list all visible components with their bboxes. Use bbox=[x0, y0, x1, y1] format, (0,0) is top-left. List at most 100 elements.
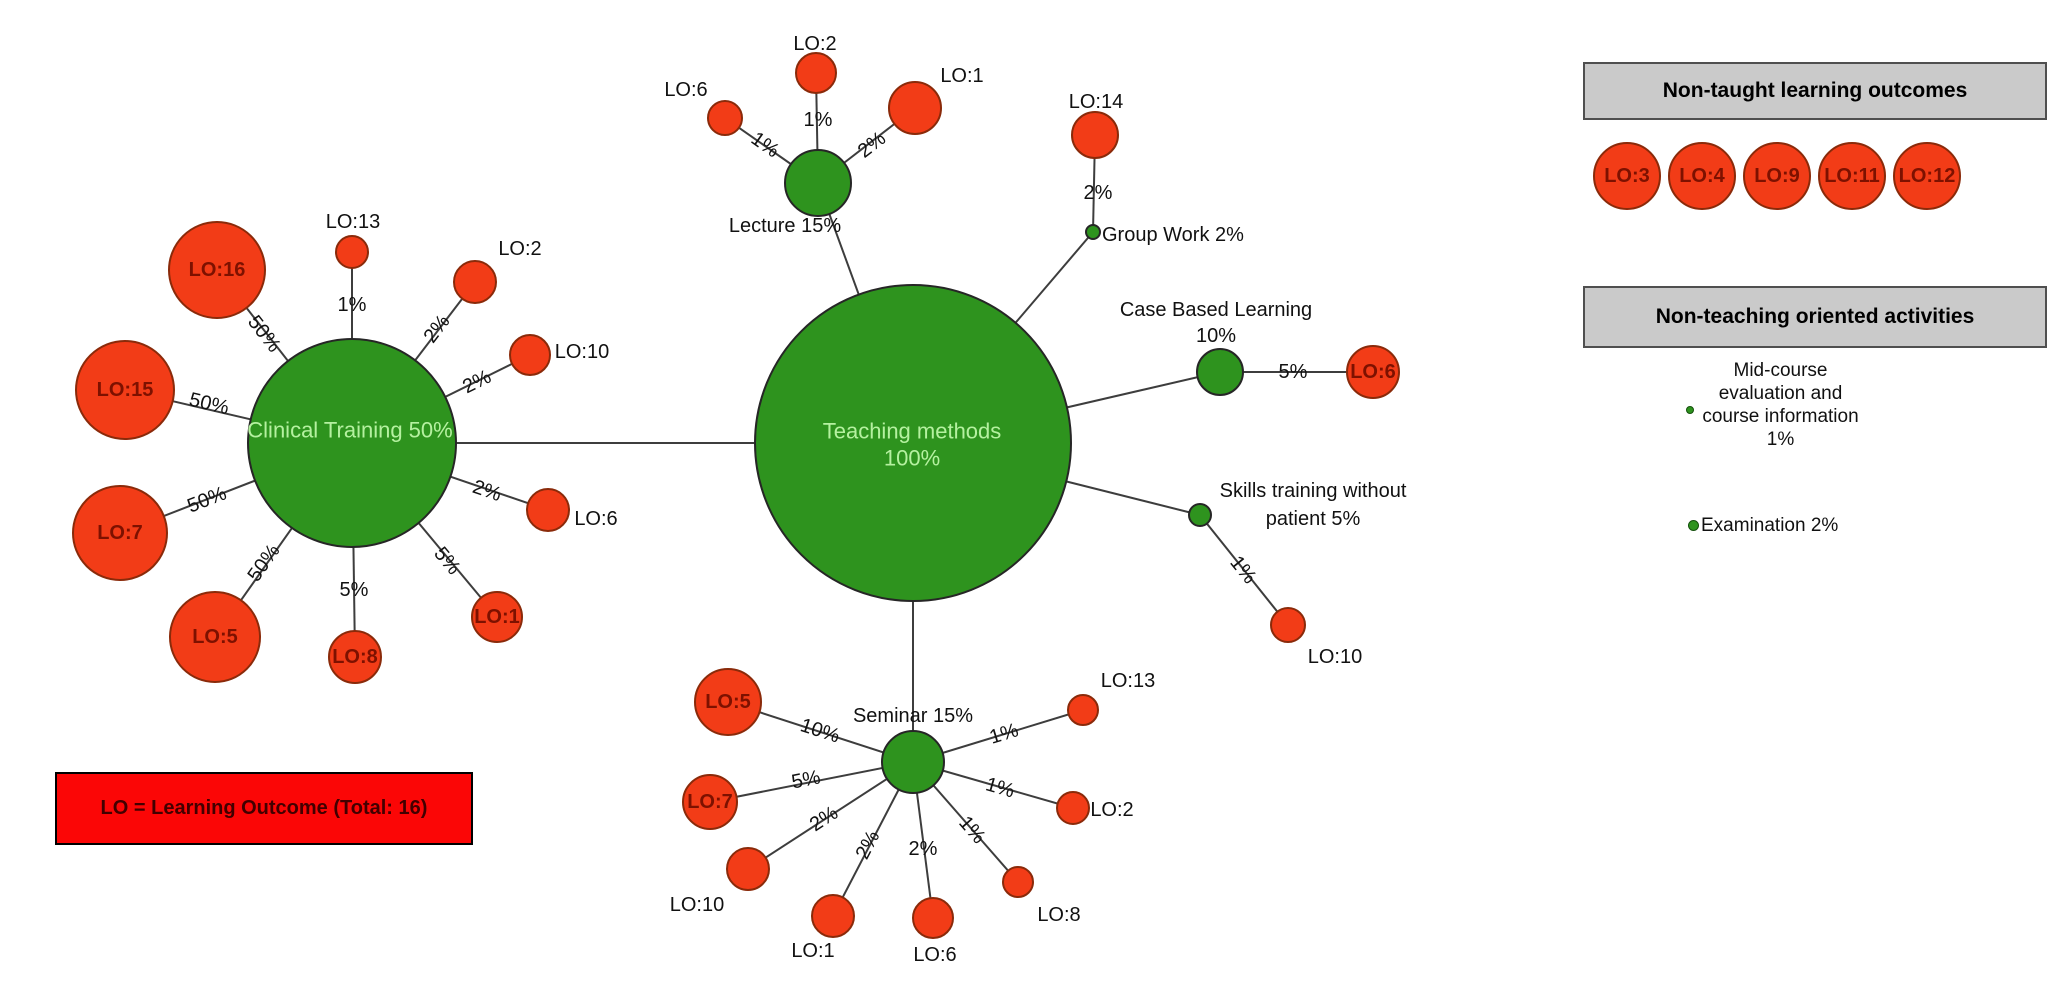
label-outcome-lo-5: LO:5 bbox=[705, 691, 751, 713]
node-outcome-lo-13 bbox=[335, 235, 369, 269]
label-outcome-lo-14: LO:14 bbox=[1069, 91, 1123, 113]
node-outcome-lo-8 bbox=[328, 630, 382, 684]
label-outcome-lo-6: LO:6 bbox=[574, 508, 617, 530]
label-skills-training: Skills training without bbox=[1220, 480, 1407, 502]
node-outcome-lo-10 bbox=[509, 334, 551, 376]
node-outcome-lo-1 bbox=[811, 894, 855, 938]
label-outcome-lo-10: LO:10 bbox=[1308, 646, 1362, 668]
label-outcome-lo-1: LO:1 bbox=[940, 65, 983, 87]
label-outcome-lo-6: LO:6 bbox=[1350, 361, 1396, 383]
node-teaching-methods bbox=[754, 284, 1072, 602]
midcourse-activity-label: Mid-course evaluation and course informa… bbox=[1702, 360, 1859, 450]
label-lecture: Lecture 15% bbox=[729, 215, 842, 237]
node-outcome-lo-7 bbox=[72, 485, 168, 581]
label-pct-lecture-lo-1: 2% bbox=[854, 127, 890, 162]
label-outcome-lo-5: LO:5 bbox=[192, 626, 238, 648]
node-outcome-lo-8 bbox=[1002, 866, 1034, 898]
node-outcome-lo-6 bbox=[1346, 345, 1400, 399]
label-case-based-learning: 10% bbox=[1196, 325, 1236, 347]
node-outcome-lo-7 bbox=[682, 774, 738, 830]
node-clinical-training bbox=[247, 338, 457, 548]
label-clinical-training: Clinical Training 50% bbox=[247, 418, 452, 443]
node-outcome-lo-1 bbox=[471, 591, 523, 643]
node-outcome-lo-15 bbox=[75, 340, 175, 440]
non-teaching-panel-title: Non-teaching oriented activities bbox=[1655, 305, 1975, 328]
label-outcome-lo-6: LO:6 bbox=[913, 944, 956, 966]
node-outcome-lo-6 bbox=[707, 100, 743, 136]
examination-activity-label: Examination 2% bbox=[1701, 515, 1839, 536]
label-outcome-lo-7: LO:7 bbox=[97, 522, 143, 544]
label-pct-seminar-lo-1: 2% bbox=[852, 827, 885, 863]
node-lecture bbox=[784, 149, 852, 217]
label-outcome-lo-10: LO:10 bbox=[670, 894, 724, 916]
label-pct-clinical-training-lo-8: 5% bbox=[340, 579, 369, 601]
label-pct-seminar-lo-10: 2% bbox=[806, 802, 842, 836]
node-outcome-lo-2 bbox=[1056, 791, 1090, 825]
label-case-based-learning: Case Based Learning bbox=[1120, 299, 1312, 321]
label-pct-lecture-lo-6: 1% bbox=[747, 128, 783, 163]
label-outcome-lo-15: LO:15 bbox=[97, 379, 154, 401]
node-outcome-lo-6 bbox=[526, 488, 570, 532]
label-pct-seminar-lo-7: 5% bbox=[790, 766, 823, 793]
node-outcome-lo-5 bbox=[169, 591, 261, 683]
node-group-work bbox=[1085, 224, 1101, 240]
midcourse-dot-icon bbox=[1686, 406, 1694, 414]
node-outcome-lo-1 bbox=[888, 81, 942, 135]
node-skills-training bbox=[1188, 503, 1212, 527]
label-outcome-lo-16: LO:16 bbox=[189, 259, 246, 281]
label-pct-clinical-training-lo-15: 50% bbox=[187, 389, 231, 420]
non-teaching-panel-header: Non-teaching oriented activities bbox=[1583, 286, 2047, 348]
non-taught-outcome-lo-4: LO:4 bbox=[1668, 142, 1736, 210]
lo-legend-text: LO = Learning Outcome (Total: 16) bbox=[100, 797, 428, 819]
label-pct-clinical-training-lo-10: 2% bbox=[459, 366, 495, 399]
node-outcome-lo-10 bbox=[1270, 607, 1306, 643]
non-taught-panel-title: Non-taught learning outcomes bbox=[1662, 79, 1968, 102]
non-taught-outcome-lo-3: LO:3 bbox=[1593, 142, 1661, 210]
label-outcome-lo-2: LO:2 bbox=[498, 238, 541, 260]
label-outcome-lo-1: LO:1 bbox=[474, 606, 520, 628]
label-pct-clinical-training-lo-13: 1% bbox=[338, 294, 367, 316]
label-outcome-lo-2: LO:2 bbox=[1090, 799, 1133, 821]
non-taught-outcomes-row: LO:3 LO:4 LO:9 LO:11 LO:12 bbox=[1593, 142, 1961, 210]
label-pct-seminar-lo-6: 2% bbox=[909, 838, 938, 860]
label-pct-seminar-lo-5: 10% bbox=[798, 714, 843, 747]
edge-seminar-lo-10 bbox=[747, 761, 914, 870]
label-teaching-methods: Teaching methods bbox=[823, 419, 1002, 444]
label-outcome-lo-1: LO:1 bbox=[791, 940, 834, 962]
label-outcome-lo-13: LO:13 bbox=[326, 211, 380, 233]
label-pct-seminar-lo-13: 1% bbox=[987, 719, 1021, 749]
label-outcome-lo-6: LO:6 bbox=[664, 79, 707, 101]
node-seminar bbox=[881, 730, 945, 794]
node-outcome-lo-2 bbox=[453, 260, 497, 304]
label-pct-case-based-learning-lo-6: 5% bbox=[1279, 361, 1308, 383]
label-pct-clinical-training-lo-1: 5% bbox=[429, 543, 465, 579]
label-pct-lecture-lo-2: 1% bbox=[804, 109, 833, 131]
examination-dot-icon bbox=[1688, 520, 1699, 531]
node-outcome-lo-5 bbox=[694, 668, 762, 736]
node-outcome-lo-14 bbox=[1071, 111, 1119, 159]
label-pct-clinical-training-lo-7: 50% bbox=[184, 482, 229, 517]
label-pct-seminar-lo-2: 1% bbox=[983, 773, 1017, 802]
label-outcome-lo-8: LO:8 bbox=[1037, 904, 1080, 926]
lo-legend-box: LO = Learning Outcome (Total: 16) bbox=[55, 772, 473, 845]
label-pct-clinical-training-lo-6: 2% bbox=[470, 476, 505, 506]
node-case-based-learning bbox=[1196, 348, 1244, 396]
label-outcome-lo-13: LO:13 bbox=[1101, 670, 1155, 692]
node-outcome-lo-2 bbox=[795, 52, 837, 94]
non-taught-outcome-lo-11: LO:11 bbox=[1818, 142, 1886, 210]
label-group-work: Group Work 2% bbox=[1102, 224, 1244, 246]
non-taught-outcome-lo-9: LO:9 bbox=[1743, 142, 1811, 210]
label-skills-training: patient 5% bbox=[1266, 508, 1361, 530]
edge-seminar-lo-7 bbox=[709, 761, 914, 803]
label-outcome-lo-7: LO:7 bbox=[687, 791, 733, 813]
label-outcome-lo-8: LO:8 bbox=[332, 646, 378, 668]
label-pct-group-work-lo-14: 2% bbox=[1084, 182, 1113, 204]
edge-skills-training-lo-10 bbox=[1199, 514, 1289, 626]
non-taught-panel-header: Non-taught learning outcomes bbox=[1583, 62, 2047, 120]
label-outcome-lo-2: LO:2 bbox=[793, 33, 836, 55]
node-outcome-lo-6 bbox=[912, 897, 954, 939]
node-outcome-lo-10 bbox=[726, 847, 770, 891]
node-outcome-lo-16 bbox=[168, 221, 266, 319]
